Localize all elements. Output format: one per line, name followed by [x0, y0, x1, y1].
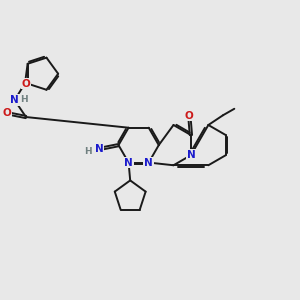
- Text: N: N: [144, 158, 153, 168]
- Text: N: N: [10, 95, 19, 105]
- Text: N: N: [95, 144, 103, 154]
- Text: O: O: [22, 79, 30, 88]
- Text: H: H: [84, 147, 92, 156]
- Text: N: N: [124, 158, 133, 168]
- Text: O: O: [2, 108, 11, 118]
- Text: H: H: [20, 95, 28, 104]
- Text: O: O: [185, 111, 194, 121]
- Text: N: N: [187, 150, 195, 160]
